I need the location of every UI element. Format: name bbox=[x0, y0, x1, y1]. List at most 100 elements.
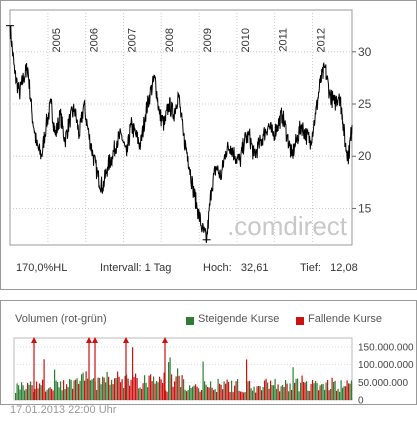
volume-bar bbox=[190, 387, 192, 400]
volume-bar bbox=[240, 391, 242, 400]
volume-bar bbox=[81, 374, 83, 400]
volume-bar bbox=[292, 367, 294, 400]
volume-bar bbox=[141, 388, 143, 400]
volume-bar bbox=[336, 390, 338, 400]
volatility-value: 170,0%HL bbox=[16, 262, 68, 274]
volume-bar bbox=[160, 379, 162, 400]
volume-bar bbox=[136, 378, 138, 400]
volume-bar bbox=[87, 378, 89, 400]
volume-bar bbox=[25, 389, 27, 400]
volume-bar bbox=[78, 383, 80, 400]
volume-bar bbox=[46, 389, 48, 400]
volume-bar bbox=[27, 382, 29, 400]
volume-bar bbox=[52, 390, 54, 400]
volume-bar bbox=[181, 375, 183, 400]
volume-bar bbox=[187, 390, 189, 400]
volume-bar bbox=[303, 382, 305, 400]
overflow-arrow-icon bbox=[92, 337, 98, 343]
volume-bar bbox=[16, 383, 18, 400]
volume-bar bbox=[135, 373, 137, 400]
volume-bar bbox=[304, 382, 306, 400]
volume-bar bbox=[229, 392, 231, 400]
volume-bar bbox=[69, 379, 71, 400]
volume-bar bbox=[295, 378, 297, 400]
volume-bar bbox=[28, 384, 30, 400]
year-label: 2007 bbox=[126, 28, 138, 52]
volume-bar bbox=[282, 384, 284, 400]
volume-bar bbox=[294, 382, 296, 400]
volume-bar bbox=[340, 380, 342, 400]
volume-bar bbox=[133, 377, 135, 400]
volume-bar bbox=[237, 379, 239, 400]
volume-bar bbox=[97, 377, 99, 400]
volume-bar bbox=[297, 378, 299, 400]
volume-bar bbox=[208, 387, 210, 400]
volume-bar bbox=[274, 378, 276, 400]
volume-bar bbox=[225, 383, 227, 400]
volume-bar bbox=[280, 386, 282, 400]
volume-bar bbox=[196, 386, 198, 400]
volume-bar bbox=[36, 381, 38, 400]
volume-bar bbox=[318, 390, 320, 400]
volume-bar bbox=[121, 379, 123, 400]
price-line bbox=[9, 25, 353, 243]
price-tick-label: 30 bbox=[358, 45, 372, 59]
volume-bar bbox=[205, 384, 207, 400]
volume-bar bbox=[61, 390, 63, 400]
volume-bar bbox=[76, 378, 78, 400]
volume-bar bbox=[268, 388, 270, 400]
volume-bar bbox=[66, 384, 68, 400]
volume-bar bbox=[70, 379, 72, 400]
price-tick-label: 15 bbox=[358, 201, 372, 215]
volume-bar bbox=[111, 379, 113, 400]
volume-bar bbox=[219, 383, 221, 400]
volume-bar bbox=[79, 380, 81, 400]
volume-bar bbox=[244, 392, 246, 400]
volume-bar bbox=[289, 383, 291, 400]
volume-bar bbox=[162, 382, 164, 400]
volume-bar bbox=[15, 392, 17, 400]
volume-bar bbox=[157, 382, 159, 400]
volume-bar bbox=[298, 391, 300, 400]
volume-bar bbox=[271, 385, 273, 400]
volume-bar bbox=[147, 387, 149, 400]
volume-bar bbox=[102, 376, 104, 400]
volume-bar bbox=[99, 377, 101, 400]
volume-bar bbox=[153, 376, 155, 400]
plot-area bbox=[9, 9, 353, 246]
volume-bar bbox=[55, 380, 57, 400]
volume-bar bbox=[192, 386, 194, 400]
volume-bar bbox=[58, 387, 60, 400]
volume-bar bbox=[313, 383, 315, 400]
volume-bar bbox=[60, 381, 62, 400]
timestamp: 17.01.2013 22:00 Uhr bbox=[10, 404, 117, 416]
volume-bar bbox=[258, 386, 260, 400]
volume-bar bbox=[84, 380, 86, 400]
volume-bar bbox=[163, 372, 165, 400]
volume-bar bbox=[253, 386, 255, 400]
volume-bar bbox=[259, 386, 261, 400]
volume-bar bbox=[346, 380, 348, 400]
volume-bar bbox=[150, 374, 152, 400]
volume-title: Volumen (rot-grün) bbox=[15, 313, 107, 325]
volume-bar bbox=[145, 383, 147, 400]
low-value: Tief: 12,08 bbox=[300, 262, 358, 274]
volume-bar bbox=[267, 382, 269, 400]
volume-bar bbox=[343, 386, 345, 400]
volume-bar bbox=[175, 376, 177, 400]
volume-bar bbox=[330, 389, 332, 400]
volume-bar bbox=[24, 390, 26, 400]
volume-bar bbox=[291, 390, 293, 400]
volume-bar bbox=[103, 377, 105, 400]
volume-bar bbox=[40, 385, 42, 400]
volume-bar bbox=[177, 368, 179, 400]
price-tick-label: 20 bbox=[358, 149, 372, 163]
volume-bar bbox=[154, 383, 156, 400]
volume-bar bbox=[252, 390, 254, 400]
volume-tick-label: 50.000.000 bbox=[358, 378, 408, 389]
volume-bar bbox=[337, 388, 339, 400]
volume-bar bbox=[156, 381, 158, 400]
volume-bar bbox=[327, 380, 329, 400]
volume-bar bbox=[247, 381, 249, 400]
volume-bar bbox=[220, 384, 222, 400]
